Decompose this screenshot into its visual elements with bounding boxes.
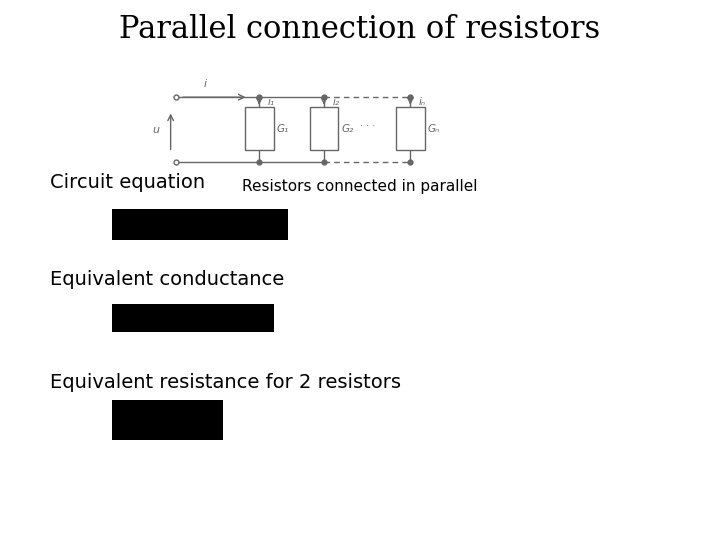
- Text: i: i: [204, 78, 207, 89]
- Bar: [396, 107, 425, 150]
- Bar: [112, 304, 274, 332]
- Text: G₂: G₂: [341, 124, 354, 133]
- Text: G₁: G₁: [276, 124, 289, 133]
- Bar: [112, 400, 223, 440]
- Bar: [245, 107, 274, 150]
- Text: Resistors connected in parallel: Resistors connected in parallel: [242, 179, 478, 194]
- Text: Circuit equation: Circuit equation: [50, 173, 205, 192]
- Text: Equivalent conductance: Equivalent conductance: [50, 270, 284, 289]
- Bar: [310, 107, 338, 150]
- Text: i₁: i₁: [268, 97, 275, 107]
- Text: Gₙ: Gₙ: [428, 124, 440, 133]
- Bar: [112, 209, 288, 240]
- Text: · · ·: · · ·: [359, 121, 375, 131]
- Text: Equivalent resistance for 2 resistors: Equivalent resistance for 2 resistors: [50, 373, 402, 392]
- Text: Parallel connection of resistors: Parallel connection of resistors: [120, 14, 600, 44]
- Text: iₙ: iₙ: [419, 97, 426, 107]
- Text: u: u: [153, 125, 160, 134]
- Text: i₂: i₂: [333, 97, 340, 107]
